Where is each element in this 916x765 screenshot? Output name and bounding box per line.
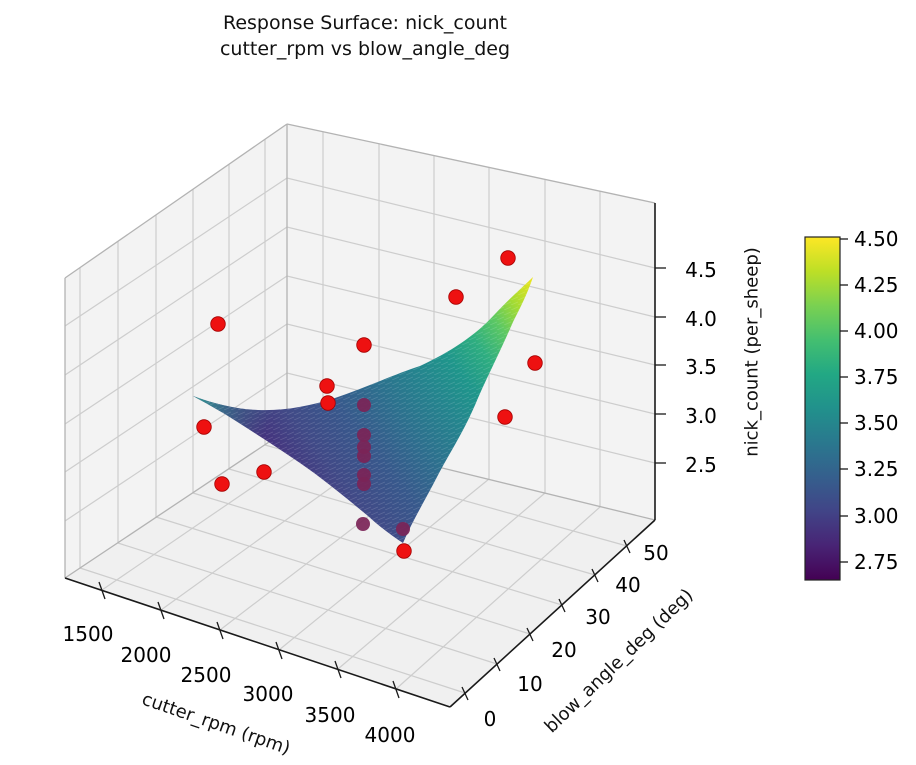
data-point <box>448 289 464 305</box>
z-tick-label: 4.5 <box>685 258 717 282</box>
colorbar-tick-label: 2.75 <box>854 550 899 574</box>
data-point <box>256 464 272 480</box>
colorbar-tick-label: 3.00 <box>854 504 899 528</box>
pane-edge <box>64 123 288 279</box>
y-tick-label: 50 <box>643 541 668 565</box>
z-tick-label: 2.5 <box>685 453 717 477</box>
pane-edge <box>64 429 288 579</box>
y-tick-label: 30 <box>585 605 610 629</box>
grid-line-y-floor <box>117 542 498 665</box>
y-tick-mark <box>591 568 599 583</box>
y-tick-mark <box>493 657 501 672</box>
z-tick-label: 3.5 <box>685 355 717 379</box>
axis-line <box>449 519 656 708</box>
y-tick-label: 10 <box>517 672 542 696</box>
grid-line-y-floor <box>79 567 466 694</box>
grid-line-y-floor <box>192 492 563 606</box>
axis-line <box>64 577 451 708</box>
pane-edge <box>286 123 656 204</box>
y-tick-label: 0 <box>484 707 497 731</box>
x-tick-mark <box>216 621 224 640</box>
chart-title: Response Surface: nick_count cutter_rpm … <box>219 12 511 61</box>
data-point <box>497 409 513 425</box>
data-point <box>320 395 336 411</box>
colorbar-tick-label: 4.00 <box>854 319 899 343</box>
grid-line-y-floor <box>155 516 531 635</box>
y-tick-mark <box>461 686 469 701</box>
grid-line-x-floor <box>278 478 490 651</box>
data-point <box>214 476 230 492</box>
x-tick-label: 3000 <box>243 682 294 706</box>
colorbar-tick-label: 3.50 <box>854 411 899 435</box>
colorbar-tick-label: 4.50 <box>854 227 899 251</box>
grid-line-x-floor <box>337 492 546 670</box>
x-tick-mark <box>275 641 283 660</box>
data-point <box>210 316 226 332</box>
x-tick-label: 1500 <box>63 622 114 646</box>
colorbar <box>804 236 841 581</box>
data-point <box>319 378 335 394</box>
colorbar-tick-label: 3.25 <box>854 457 899 481</box>
data-point-occluded <box>357 398 371 412</box>
colorbar-tick-label: 3.75 <box>854 365 899 389</box>
grid-line-x-floor <box>395 506 601 690</box>
data-point <box>396 543 412 559</box>
x-tick-label: 2500 <box>181 663 232 687</box>
x-tick-label: 4000 <box>365 723 416 747</box>
colorbar-tick-label: 4.25 <box>854 273 899 297</box>
x-tick-mark <box>98 581 106 600</box>
y-tick-mark <box>526 627 534 642</box>
data-point <box>196 419 212 435</box>
z-axis-label: nick_count (per_sheep) <box>741 247 763 457</box>
x-tick-mark <box>157 601 165 620</box>
data-point-occluded <box>356 517 370 531</box>
y-tick-label: 20 <box>551 638 576 662</box>
data-point <box>356 337 372 353</box>
y-tick-mark <box>558 598 566 613</box>
data-point-occluded <box>357 477 371 491</box>
data-point <box>500 250 516 266</box>
x-tick-label: 3500 <box>305 703 356 727</box>
data-point-occluded <box>357 449 371 463</box>
data-point <box>527 355 543 371</box>
z-tick-label: 4.0 <box>685 307 717 331</box>
pane-left <box>65 124 287 578</box>
y-tick-label: 40 <box>615 573 640 597</box>
x-tick-mark <box>334 660 342 679</box>
data-point-occluded <box>396 522 410 536</box>
x-tick-label: 2000 <box>121 643 172 667</box>
data-point-occluded <box>357 428 371 442</box>
y-tick-mark <box>623 539 631 554</box>
x-tick-mark <box>392 680 400 699</box>
grid-line-x-floor <box>101 438 324 591</box>
z-tick-label: 3.0 <box>685 404 717 428</box>
